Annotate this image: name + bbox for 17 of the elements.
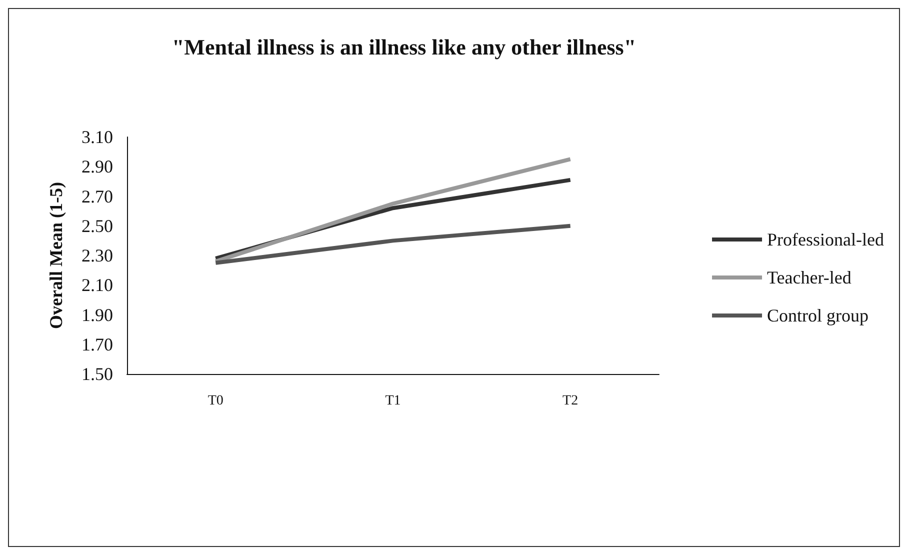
legend-label: Professional-led: [767, 230, 884, 250]
y-tick-label: 2.70: [82, 186, 113, 206]
y-tick-label: 2.10: [82, 275, 113, 296]
y-tick-label: 1.90: [82, 304, 113, 325]
y-tick-label: 1.70: [82, 334, 113, 354]
x-tick-label: T1: [385, 394, 401, 408]
y-tick-label: 1.50: [82, 364, 113, 384]
y-tick-label: 2.50: [82, 216, 113, 236]
legend-label: Teacher-led: [767, 268, 852, 288]
chart-title: "Mental illness is an illness like any other illness": [172, 34, 636, 60]
x-tick-label: T0: [208, 394, 224, 408]
y-tick-label: 2.30: [82, 246, 113, 266]
legend-label: Control group: [767, 306, 869, 326]
y-tick-label: 2.90: [82, 156, 113, 177]
y-tick-label: 3.10: [82, 127, 113, 147]
y-axis-title: Overall Mean (1-5): [46, 182, 66, 329]
x-tick-label: T2: [562, 394, 578, 408]
